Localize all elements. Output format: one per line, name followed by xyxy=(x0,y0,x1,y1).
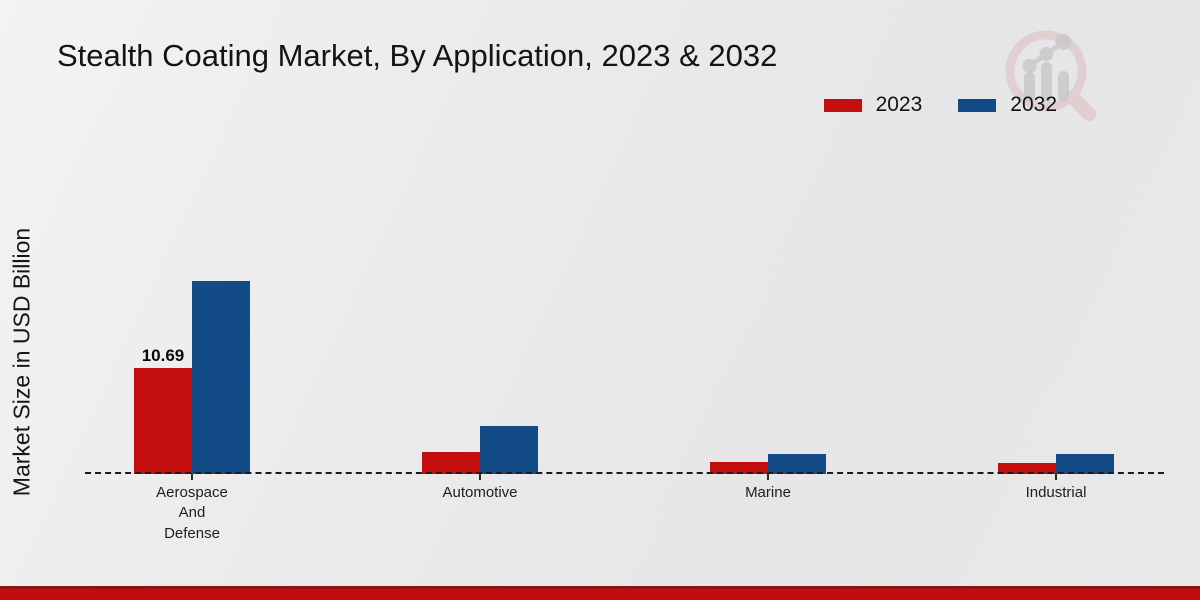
legend: 2023 2032 xyxy=(823,93,1057,117)
legend-swatch-2023 xyxy=(823,98,862,112)
bar-2032-industrial xyxy=(1056,454,1114,474)
x-tick-label-marine: Marine xyxy=(745,484,791,501)
bar-2032-aerospace xyxy=(192,281,250,474)
x-axis-baseline xyxy=(85,472,1164,474)
legend-item-2032: 2032 xyxy=(958,93,1057,117)
bar-2032-automotive xyxy=(480,426,538,474)
legend-label-2032: 2032 xyxy=(1010,93,1057,116)
x-tick-label-industrial: Industrial xyxy=(1025,484,1087,501)
chart-title: Stealth Coating Market, By Application, … xyxy=(57,38,778,73)
bar-2023-industrial xyxy=(998,463,1056,474)
bar-2023-aerospace xyxy=(134,368,192,474)
bar-2032-marine xyxy=(768,454,826,474)
x-tick-label-automotive: Automotive xyxy=(442,484,518,501)
bar-2023-automotive xyxy=(422,452,480,474)
bar-2023-marine xyxy=(710,462,768,474)
footer-accent-band xyxy=(0,586,1200,600)
x-tick-industrial xyxy=(1055,474,1057,480)
legend-item-2023: 2023 xyxy=(823,93,923,117)
x-tick-automotive xyxy=(479,474,481,480)
x-tick-aerospace xyxy=(191,474,193,480)
legend-swatch-2032 xyxy=(958,98,997,112)
legend-label-2023: 2023 xyxy=(875,93,923,116)
x-tick-marine xyxy=(767,474,769,480)
x-tick-label-aerospace: Aerospace And Defense xyxy=(156,484,228,542)
bar-value-label-2023-aerospace: 10.69 xyxy=(141,346,185,365)
